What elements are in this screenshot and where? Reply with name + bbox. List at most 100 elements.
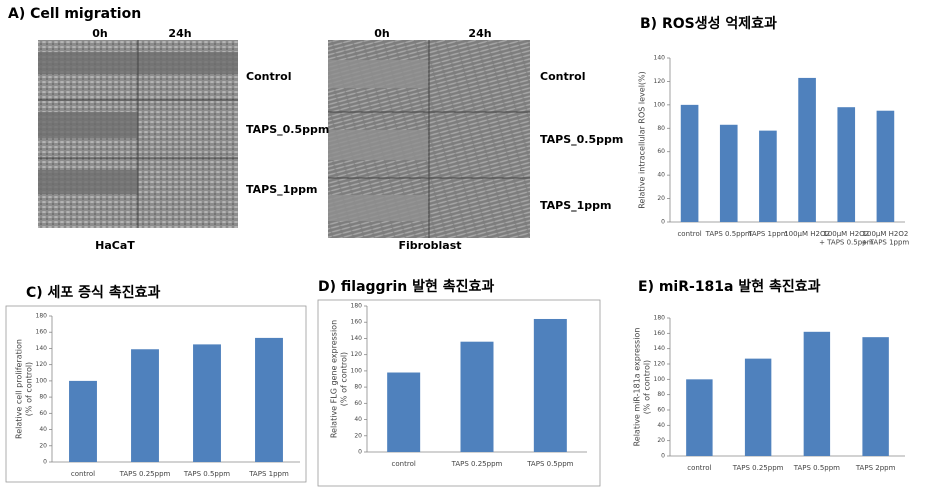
bar: [876, 110, 895, 222]
y-tick-label: 140: [36, 345, 48, 352]
bar: [759, 130, 777, 222]
bar: [719, 124, 738, 222]
y-axis-label: Relative intracellular ROS level(%): [638, 71, 647, 209]
bar: [131, 349, 159, 462]
y-tick-label: 20: [657, 437, 665, 444]
x-tick-label: control: [71, 470, 95, 478]
bar: [387, 372, 421, 452]
y-axis-label: (% of control): [25, 362, 34, 416]
y-tick-label: 80: [657, 391, 665, 398]
x-tick-label: TAPS 0.25ppm: [119, 470, 171, 478]
x-tick-label: 100μM H2O2 + TAPS 1ppm: [862, 230, 910, 246]
chart-title: D) filaggrin 발현 촉진효과: [318, 278, 494, 295]
x-tick-label: control: [392, 460, 416, 468]
y-tick-label: 60: [657, 407, 665, 414]
x-tick-label: TAPS 0.25ppm: [732, 464, 784, 472]
row-label: TAPS_0.5ppm: [540, 133, 623, 146]
fibroblast-images: [328, 40, 530, 238]
x-tick-label: TAPS 1ppm: [747, 230, 788, 238]
bar: [837, 107, 856, 222]
bar: [744, 358, 772, 456]
x-tick-label: control: [677, 230, 701, 238]
bar: [798, 77, 816, 223]
panel-border: [5, 305, 307, 483]
x-tick-label: TAPS 0.5ppm: [183, 470, 230, 478]
y-axis-label: (% of control): [643, 360, 652, 414]
y-tick-label: 80: [657, 125, 665, 132]
y-tick-label: 0: [661, 453, 665, 460]
y-tick-label: 60: [657, 148, 665, 155]
x-tick-label: TAPS 2ppm: [855, 464, 896, 472]
x-tick-label: 100μM H2O2 + TAPS 0.5ppm: [819, 230, 874, 246]
bar: [686, 379, 713, 456]
y-tick-label: 60: [39, 410, 47, 417]
x-tick-label: TAPS 0.5ppm: [793, 464, 840, 472]
y-tick-label: 140: [654, 55, 666, 62]
row-label: TAPS_1ppm: [246, 183, 318, 196]
row-label: TAPS_0.5ppm: [246, 123, 329, 136]
bar: [193, 344, 221, 462]
y-axis-label: Relative miR-181a expression: [633, 328, 642, 447]
y-axis-label: (% of control): [340, 352, 349, 406]
x-tick-label: TAPS 1ppm: [248, 470, 289, 478]
chart-title: B) ROS생성 억제효과: [640, 16, 777, 32]
y-tick-label: 0: [661, 219, 665, 226]
y-tick-label: 40: [657, 422, 665, 429]
y-tick-label: 100: [36, 377, 48, 384]
x-tick-label: TAPS 0.5ppm: [705, 230, 752, 238]
panel-name: Fibroblast: [398, 239, 461, 252]
y-tick-label: 80: [39, 394, 47, 401]
y-tick-label: 160: [351, 319, 363, 326]
hacat-images: [38, 40, 238, 228]
x-tick-label: TAPS 0.25ppm: [451, 460, 503, 468]
panel-a-title: A) Cell migration: [8, 6, 141, 22]
y-axis-label: Relative FLG gene expression: [330, 320, 339, 438]
bar: [69, 380, 97, 462]
x-tick-label: TAPS 0.5ppm: [526, 460, 573, 468]
bar: [460, 341, 494, 452]
y-tick-label: 0: [43, 459, 47, 466]
time-label: 0h: [374, 27, 390, 40]
y-tick-label: 80: [354, 384, 362, 391]
bar: [862, 337, 889, 456]
y-tick-label: 40: [354, 416, 362, 423]
y-tick-label: 60: [354, 400, 362, 407]
bar: [803, 331, 831, 456]
x-tick-label: 100μM H2O2: [784, 230, 830, 238]
row-label: Control: [540, 70, 585, 83]
x-tick-label: control: [687, 464, 711, 472]
row-label: TAPS_1ppm: [540, 199, 612, 212]
y-tick-label: 180: [36, 313, 48, 320]
y-axis-label: Relative cell proliferation: [15, 339, 24, 439]
y-tick-label: 180: [654, 315, 666, 322]
row-label: Control: [246, 70, 291, 83]
time-label: 24h: [168, 27, 191, 40]
y-tick-label: 140: [654, 345, 666, 352]
y-tick-label: 140: [351, 335, 363, 342]
y-tick-label: 120: [351, 351, 363, 358]
y-tick-label: 120: [654, 78, 666, 85]
y-tick-label: 20: [657, 195, 665, 202]
chart-title: E) miR-181a 발현 촉진효과: [638, 278, 821, 295]
y-tick-label: 160: [654, 330, 666, 337]
time-label: 24h: [468, 27, 491, 40]
y-tick-label: 120: [654, 361, 666, 368]
panel-border: [317, 299, 601, 487]
y-tick-label: 20: [39, 442, 47, 449]
y-tick-label: 100: [654, 376, 666, 383]
y-tick-label: 0: [358, 449, 362, 456]
bar: [680, 104, 699, 222]
panel-name: HaCaT: [95, 239, 135, 252]
y-tick-label: 180: [351, 303, 363, 310]
time-label: 0h: [92, 27, 108, 40]
y-tick-label: 40: [39, 426, 47, 433]
bar: [255, 337, 283, 462]
chart-title: C) 세포 증식 촉진효과: [26, 284, 160, 301]
y-tick-label: 160: [36, 329, 48, 336]
y-tick-label: 120: [36, 361, 48, 368]
y-tick-label: 100: [654, 101, 666, 108]
bar: [533, 318, 567, 452]
y-tick-label: 20: [354, 432, 362, 439]
y-tick-label: 100: [351, 367, 363, 374]
